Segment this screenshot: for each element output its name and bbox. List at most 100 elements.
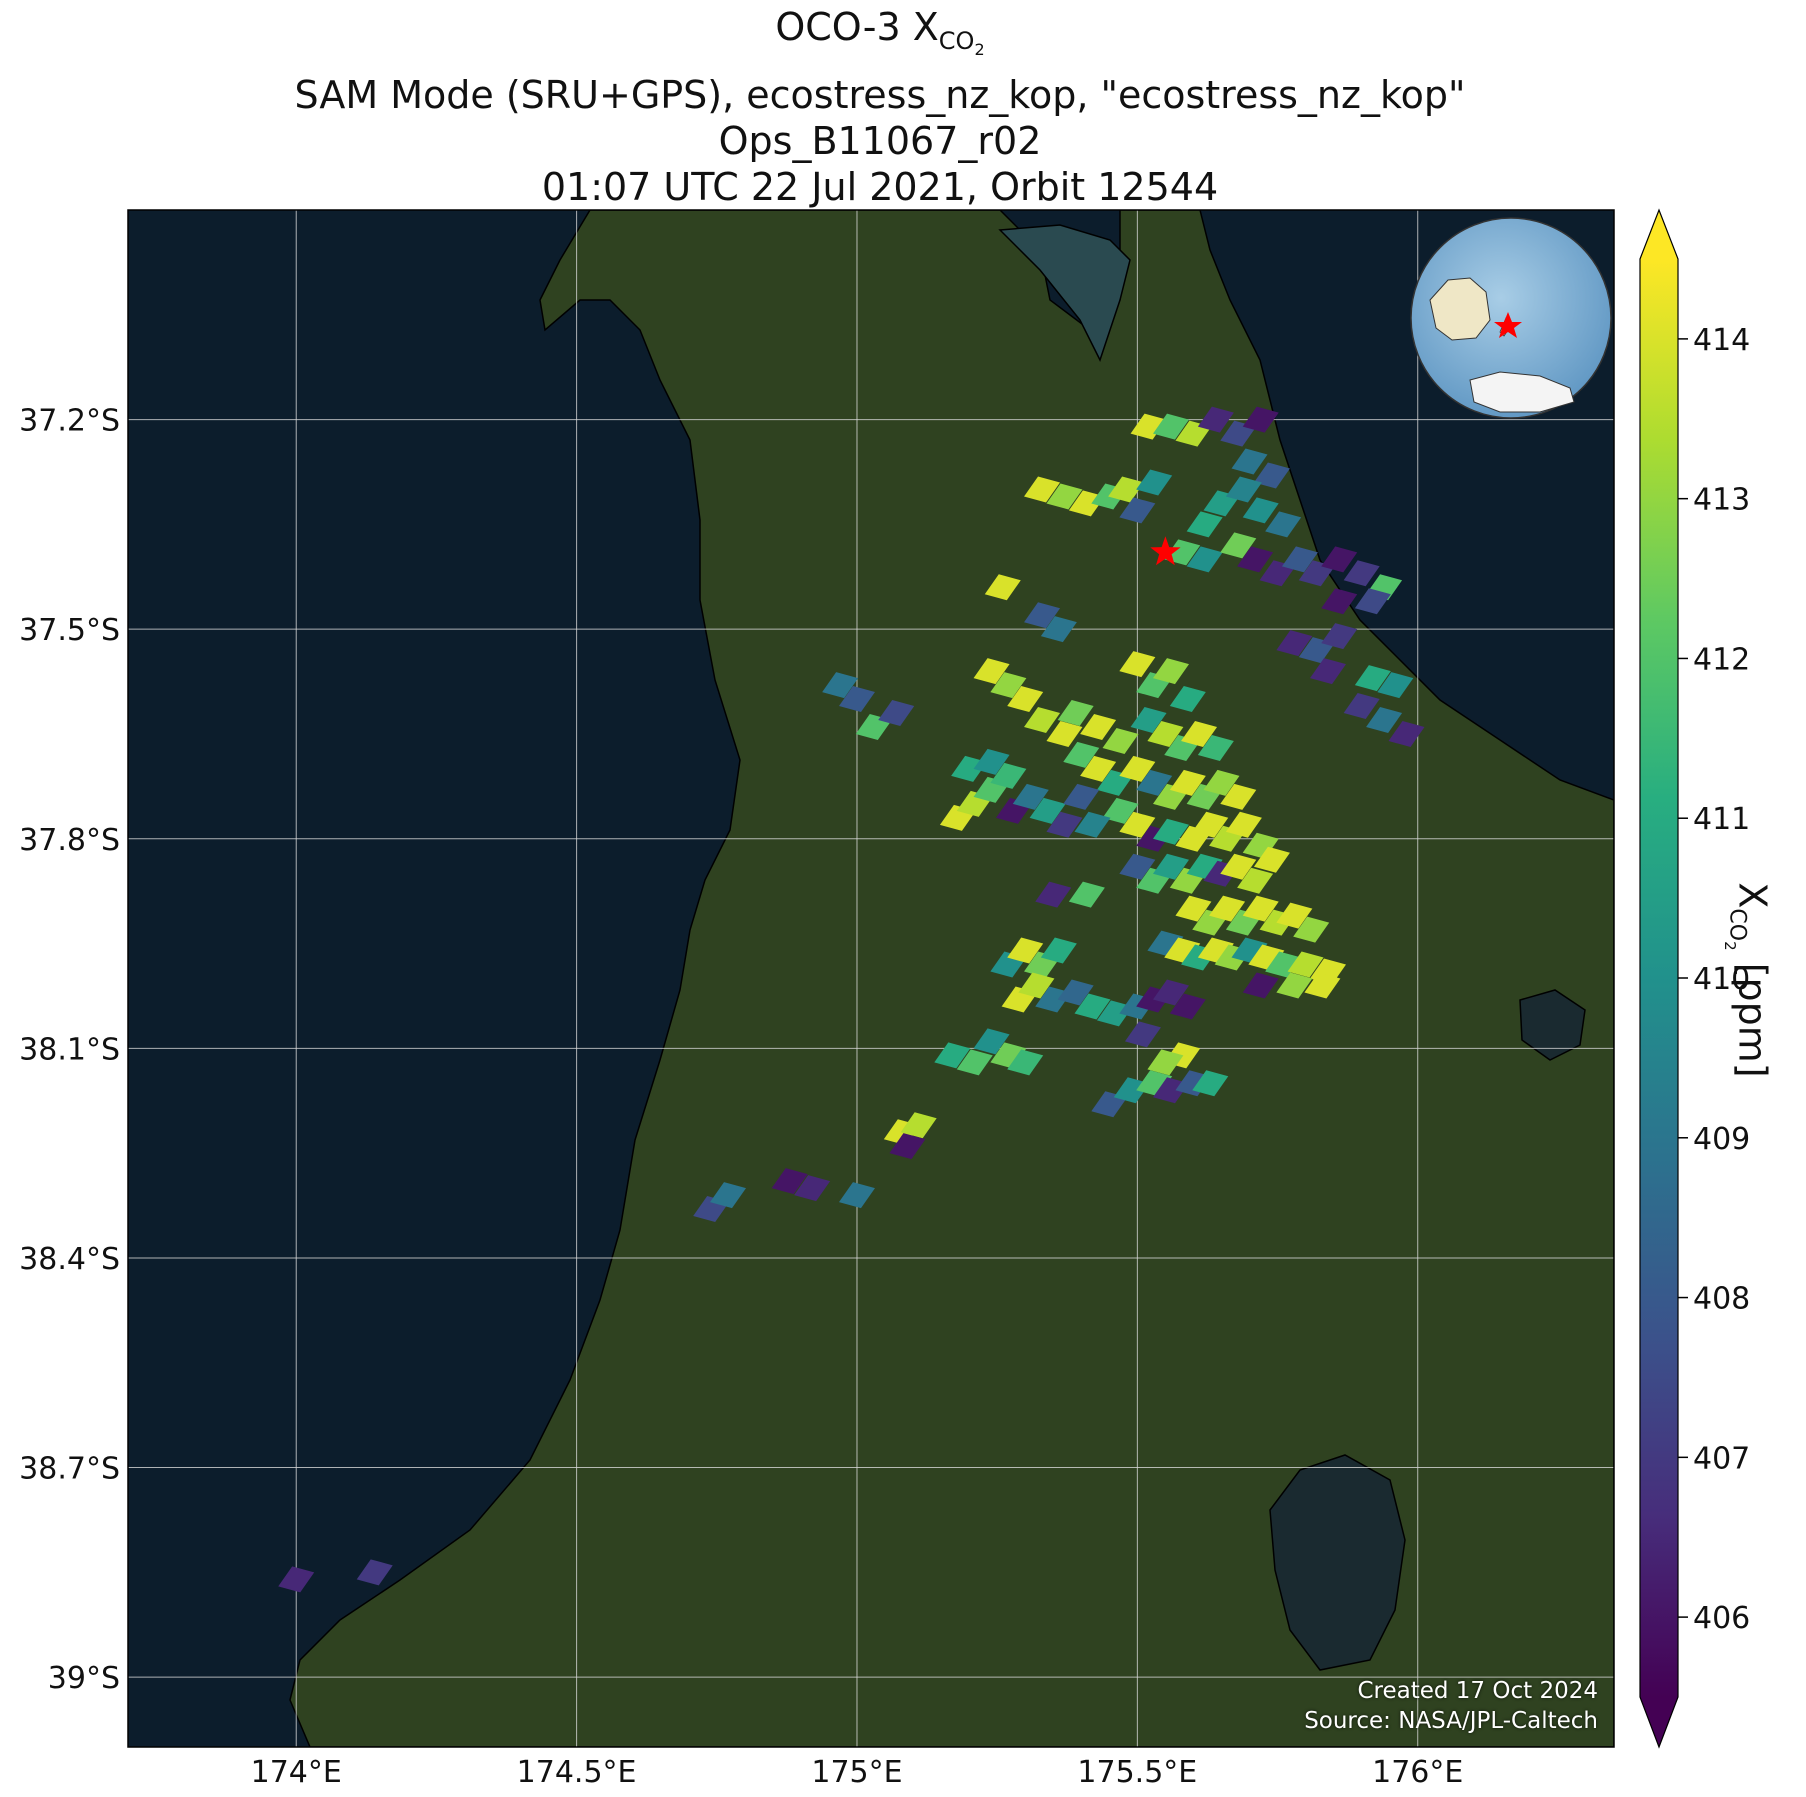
sounding-footprint (1253, 462, 1290, 489)
colorbar-tick-label: 413 (1693, 483, 1750, 518)
sounding-footprint (1119, 651, 1156, 678)
sounding-footprint (1388, 720, 1425, 747)
sounding-footprint (1237, 867, 1274, 894)
sounding-footprint (1186, 511, 1223, 538)
title-line-1-sub-text: CO (938, 26, 975, 55)
sounding-footprint (1153, 413, 1190, 440)
sounding-footprint (278, 1566, 315, 1593)
sounding-footprint (1242, 406, 1279, 433)
sounding-footprint (1197, 406, 1234, 433)
latitude-tick-label: 37.8°S (19, 823, 120, 858)
latitude-tick-label: 39°S (48, 1661, 120, 1696)
longitude-tick-labels: 174°E 174.5°E 175°E 175.5°E 176°E (251, 1755, 1464, 1790)
sounding-footprint (1046, 483, 1083, 510)
sounding-footprint (1242, 832, 1279, 859)
colorbar-tick-label: 406 (1693, 1601, 1750, 1636)
sounding-footprint (822, 672, 859, 699)
sounding-footprint (1242, 895, 1279, 922)
sounding-footprint (1024, 476, 1061, 503)
sounding-footprint (1287, 951, 1324, 978)
sounding-footprint (1007, 1049, 1044, 1076)
sounding-footprint (1102, 727, 1139, 754)
title-line-1-sub: CO2 (938, 26, 985, 59)
map-frame (127, 209, 1615, 1748)
sounding-footprint (1035, 881, 1072, 908)
longitude-tick-label: 175°E (811, 1755, 902, 1790)
sounding-footprint (889, 1133, 926, 1160)
created-date: Created 17 Oct 2024 (1357, 1678, 1598, 1704)
sounding-footprint (934, 1042, 971, 1069)
colorbar-title-sub: CO2 (1722, 908, 1750, 950)
sounding-footprint (1220, 532, 1257, 559)
colorbar-extend-max (1640, 210, 1678, 259)
sounding-footprint (1124, 1021, 1161, 1048)
lake-rotorua (1519, 989, 1586, 1061)
land-north-island (289, 210, 1614, 1747)
sounding-footprint (1293, 916, 1330, 943)
title-line-1-prefix: OCO-3 X (775, 5, 939, 49)
longitude-tick-label: 174°E (251, 1755, 342, 1790)
title-line-1-subsub: 2 (974, 39, 985, 59)
sounding-footprint (1040, 937, 1077, 964)
sounding-footprint (1169, 993, 1206, 1020)
sounding-footprint (1231, 937, 1268, 964)
sounding-footprint (990, 762, 1027, 789)
colorbar-gradient (1640, 259, 1678, 1697)
sounding-footprint (1248, 944, 1285, 971)
sounding-footprint (1153, 979, 1190, 1006)
sounding-footprint (1203, 769, 1240, 796)
latitude-tick-label: 37.2°S (19, 404, 120, 439)
credit-block: Created 17 Oct 2024 Source: NASA/JPL-Cal… (1304, 1676, 1598, 1736)
latitude-tick-label: 38.4°S (19, 1242, 120, 1277)
sounding-footprint (1046, 720, 1083, 747)
sounding-footprint (1220, 783, 1257, 810)
sounding-footprint (900, 1112, 937, 1139)
sounding-footprint (1147, 1049, 1184, 1076)
colorbar: 406 407 408 409 410 411 412 413 414 (1639, 208, 1750, 1749)
sounding-footprint (1237, 546, 1274, 573)
target-star-icon (1150, 536, 1181, 566)
sounding-footprint (1153, 853, 1190, 880)
colorbar-tick-label: 408 (1693, 1282, 1750, 1317)
sounding-footprint (1057, 979, 1094, 1006)
sounding-footprint (1136, 469, 1173, 496)
sounding-footprint (990, 672, 1027, 699)
sounding-footprint (1343, 693, 1380, 720)
sounding-footprint (1074, 993, 1111, 1020)
colorbar-outline (1639, 208, 1679, 1749)
sounding-footprint (1209, 895, 1246, 922)
colorbar-title-prefix: X (1730, 882, 1775, 909)
sounding-footprint (1231, 448, 1268, 475)
globe-target-star-icon (1494, 312, 1522, 338)
sounding-footprint (984, 574, 1021, 601)
globe-australia (1429, 277, 1491, 341)
sounding-footprint (973, 658, 1010, 685)
sounding-footprint (1253, 846, 1290, 873)
colorbar-tick-label: 409 (1693, 1122, 1750, 1157)
gridlines (128, 210, 1614, 1747)
sounding-footprint (771, 1168, 808, 1195)
figure-title: OCO-3 XCO2 SAM Mode (SRU+GPS), ecostress… (0, 4, 1760, 210)
latitude-tick-labels: 37.2°S 37.5°S 37.8°S 38.1°S 38.4°S 38.7°S 39°S (19, 404, 120, 1697)
longitude-tick-label: 175.5°E (1077, 1755, 1197, 1790)
longitude-tick-label: 176°E (1372, 1755, 1463, 1790)
sounding-footprint (1007, 686, 1044, 713)
sounding-footprint (1080, 755, 1117, 782)
sounding-footprint (1024, 602, 1061, 629)
sounding-footprint (1192, 1070, 1229, 1097)
sounding-footprint (1147, 720, 1184, 747)
sounding-footprint (878, 700, 915, 727)
sounding-footprint (1181, 720, 1218, 747)
lake-taupo (1269, 1454, 1406, 1671)
latitude-tick-label: 38.1°S (19, 1032, 120, 1067)
sounding-footprint (1136, 1070, 1173, 1097)
sounding-footprint (1354, 588, 1391, 615)
data-source: Source: NASA/JPL-Caltech (1304, 1708, 1598, 1734)
sounding-footprint (1186, 853, 1223, 880)
latitude-tick-label: 38.7°S (19, 1452, 120, 1487)
title-line-2: SAM Mode (SRU+GPS), ecostress_nz_kop, "e… (294, 73, 1466, 118)
sounding-footprint (1321, 623, 1358, 650)
sounding-footprint (1242, 972, 1279, 999)
target-star-shape (1150, 536, 1181, 566)
colorbar-title: XCO2 [ppm] (1722, 882, 1775, 1077)
